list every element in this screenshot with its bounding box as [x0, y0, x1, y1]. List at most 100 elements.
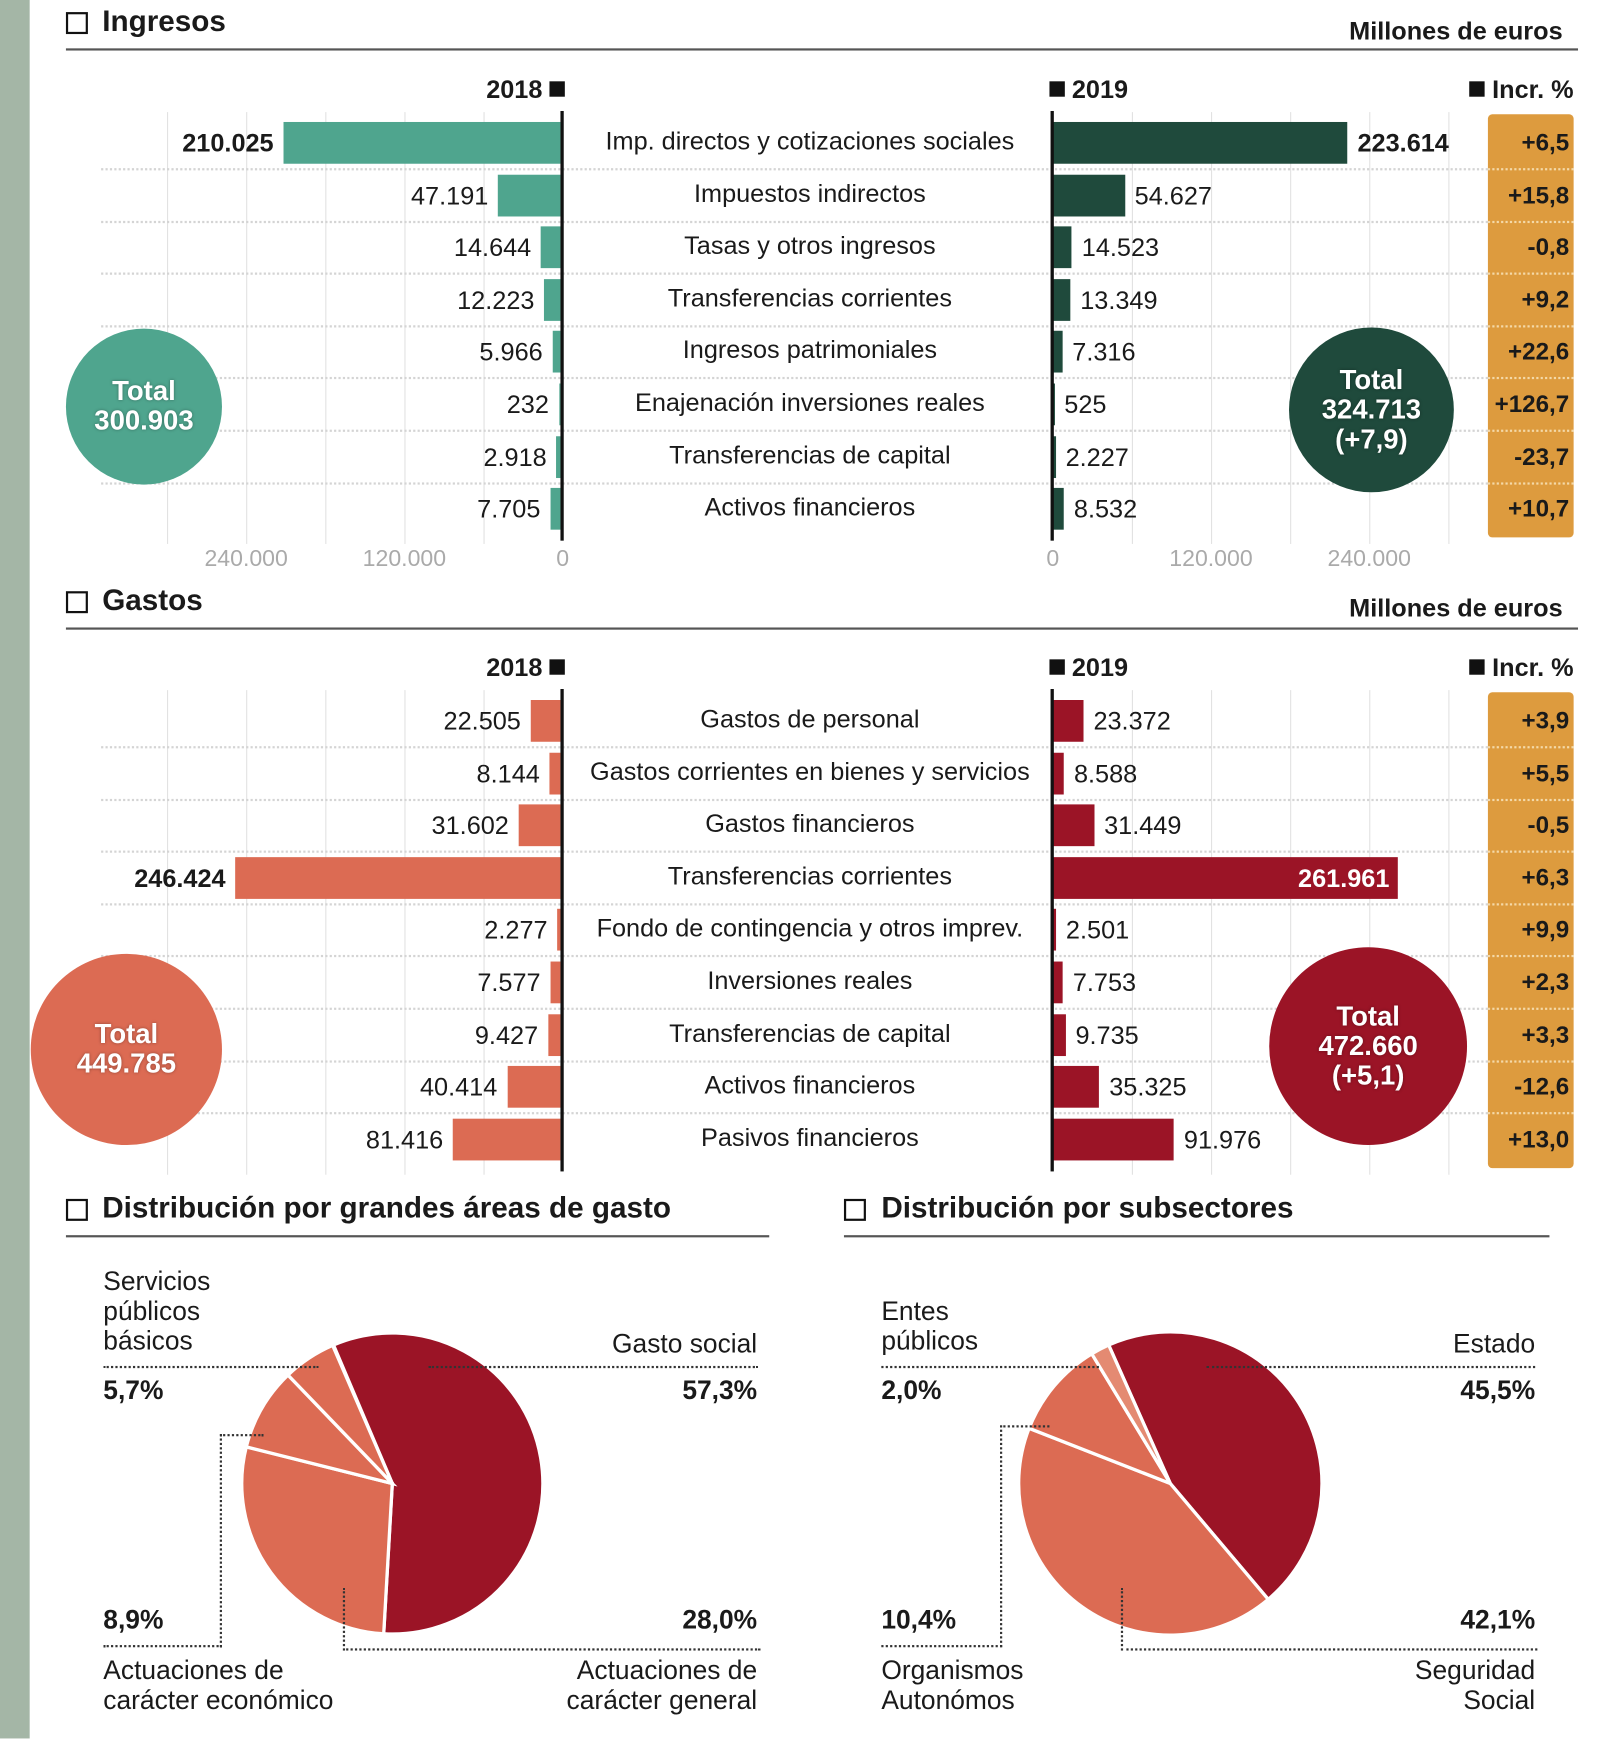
incr-separator	[1487, 1112, 1574, 1115]
slice-pct-economico: 8,9%	[103, 1605, 164, 1636]
bar-2018	[544, 278, 561, 321]
bar-2019	[1052, 278, 1071, 321]
slice-pct-seguridad-social: 42,1%	[1460, 1605, 1536, 1636]
incr-separator	[1487, 798, 1574, 801]
slice-pct-servicios: 5,7%	[103, 1375, 164, 1406]
bar-2019	[1052, 226, 1072, 269]
subsectores-checkbox-icon	[843, 1198, 866, 1221]
leader-line	[881, 1425, 1003, 1648]
incr-separator	[1487, 168, 1574, 171]
bar-2018	[498, 174, 561, 217]
bar-2018	[518, 804, 561, 847]
leader-line	[1206, 1365, 1536, 1369]
incr-value: +6,5	[1521, 128, 1570, 157]
gridline	[1210, 112, 1213, 545]
value-2018: 2.277	[484, 915, 548, 945]
row-label: Activos financieros	[704, 492, 916, 522]
axis-2019	[1050, 689, 1054, 1172]
row-separator	[101, 168, 1488, 171]
value-2019: 13.349	[1080, 285, 1158, 315]
slice-pct-general: 28,0%	[682, 1605, 758, 1636]
gridline	[483, 112, 485, 545]
bar-2019	[1052, 1013, 1066, 1056]
bar-2019	[1052, 909, 1057, 951]
slice-label-entes: Entes públicos	[881, 1296, 979, 1357]
ingresos-year-right: 2019	[1049, 75, 1128, 105]
gastos-year-right: 2019	[1049, 653, 1128, 683]
row-label: Fondo de contingencia y otros imprev.	[596, 913, 1024, 943]
total-change: (+7,9)	[1335, 423, 1408, 455]
gridline	[483, 690, 485, 1175]
axis-tick-right: 0	[1046, 546, 1060, 572]
slice-label-gasto-social: Gasto social	[612, 1329, 758, 1360]
leader-line	[103, 1365, 319, 1369]
areas-rule	[65, 1235, 770, 1238]
value-2018: 232	[506, 390, 549, 419]
pie-slice-organismos	[1026, 1351, 1175, 1487]
gridline	[1131, 690, 1133, 1175]
row-label: Imp. directos y cotizaciones sociales	[605, 126, 1015, 155]
value-2018: 210.025	[182, 128, 274, 158]
pie-slice-gasto-social	[331, 1331, 545, 1636]
incr-separator	[1487, 955, 1574, 958]
row-separator	[101, 1007, 1488, 1010]
row-label: Tasas y otros ingresos	[684, 230, 936, 260]
gridline	[1290, 112, 1292, 545]
value-2019: 23.372	[1093, 706, 1171, 736]
gridline	[1290, 690, 1292, 1175]
ingresos-incr-header: Incr. %	[1469, 74, 1574, 105]
row-label: Activos financieros	[704, 1070, 916, 1100]
incr-separator	[1487, 746, 1574, 749]
row-separator	[101, 377, 1488, 380]
value-2019: 9.735	[1075, 1020, 1139, 1050]
slice-pct-organismos: 10,4%	[881, 1605, 957, 1636]
value-2019: 8.588	[1073, 758, 1138, 788]
total-value: 300.903	[94, 405, 194, 437]
bar-2019	[1052, 1118, 1175, 1161]
value-2019: 2.501	[1065, 915, 1130, 945]
ingresos-incr-label: Incr. %	[1492, 74, 1574, 104]
value-2018: 2.918	[483, 442, 547, 471]
ingresos-year-left: 2018	[486, 75, 565, 105]
total-value: 324.713	[1321, 393, 1422, 425]
incr-value: -0,8	[1527, 233, 1570, 261]
ingresos-year-right-label: 2019	[1071, 74, 1129, 104]
gridline	[404, 112, 406, 545]
value-2018: 7.705	[477, 494, 541, 524]
slice-label-estado: Estado	[1453, 1329, 1536, 1360]
value-2018: 5.966	[479, 337, 543, 367]
incr-value: +5,5	[1521, 758, 1570, 787]
incr-separator	[1487, 272, 1574, 275]
bar-2019	[1052, 1066, 1100, 1108]
incr-separator	[1487, 377, 1574, 380]
value-2019: 14.523	[1081, 233, 1160, 262]
bar-2018	[549, 752, 561, 795]
incr-value: -23,7	[1514, 442, 1570, 470]
gridline	[404, 690, 406, 1175]
bar-2018	[548, 1013, 561, 1056]
row-separator	[101, 1112, 1488, 1115]
value-2018: 40.414	[419, 1072, 498, 1102]
value-2019: 8.532	[1073, 494, 1138, 524]
row-separator	[101, 272, 1488, 275]
value-2018: 47.191	[411, 180, 489, 210]
ingresos-title: Ingresos	[102, 4, 226, 38]
incr-column	[1487, 692, 1574, 1168]
row-separator	[101, 481, 1488, 485]
bar-2018	[558, 383, 561, 426]
gridline	[167, 690, 169, 1175]
bar-2018	[283, 121, 561, 164]
incr-separator	[1487, 429, 1574, 432]
pie-slice-estado	[1106, 1330, 1324, 1602]
total-left-circle: Total 300.903	[65, 328, 222, 485]
slice-label-servicios: Servicios públicos básicos	[103, 1267, 211, 1357]
leader-line	[342, 1587, 761, 1651]
incr-value: -0,5	[1527, 811, 1570, 839]
bar-2018	[552, 331, 561, 373]
pie-slice-seguridad-social	[1017, 1426, 1271, 1637]
bar-2018	[556, 435, 561, 478]
pie-slice-general	[240, 1444, 395, 1636]
gridline	[167, 112, 169, 545]
